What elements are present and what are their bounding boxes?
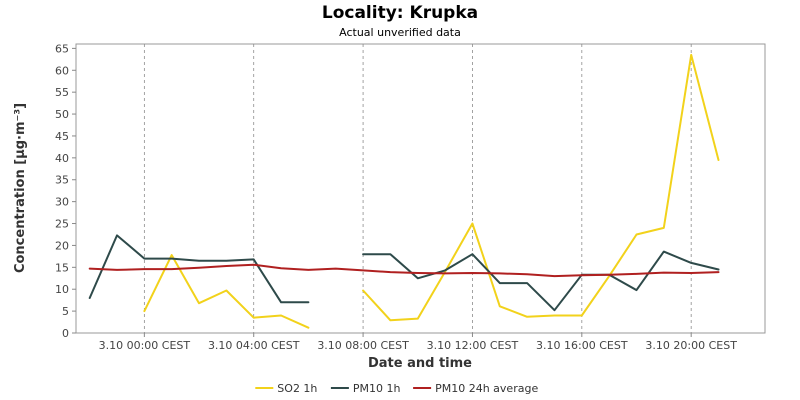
- y-tick-label: 65: [55, 42, 69, 55]
- legend-label: PM10 24h average: [435, 382, 538, 395]
- series-line-pm10-1h: [88, 234, 720, 312]
- x-tick-label: 3.10 12:00 CEST: [427, 339, 519, 352]
- x-tick-label: 3.10 08:00 CEST: [317, 339, 409, 352]
- y-tick-label: 55: [55, 86, 69, 99]
- y-tick-label: 20: [55, 239, 69, 252]
- x-tick-label: 3.10 04:00 CEST: [208, 339, 300, 352]
- x-tick-label: 3.10 16:00 CEST: [536, 339, 628, 352]
- chart-subtitle: Actual unverified data: [339, 26, 461, 39]
- series-line-so2-1h: [143, 53, 720, 329]
- y-tick-label: 35: [55, 174, 69, 187]
- legend-label: SO2 1h: [277, 382, 317, 395]
- x-tick-label: 3.10 20:00 CEST: [645, 339, 737, 352]
- series-line-pm10-24h-average: [88, 263, 720, 278]
- y-tick-label: 30: [55, 196, 69, 209]
- y-tick-label: 15: [55, 261, 69, 274]
- series-layer: [88, 53, 720, 329]
- y-tick-label: 25: [55, 218, 69, 231]
- legend-label: PM10 1h: [353, 382, 401, 395]
- y-tick-label: 60: [55, 64, 69, 77]
- y-tick-label: 50: [55, 108, 69, 121]
- x-axis-label: Date and time: [368, 356, 472, 371]
- plot-area: [75, 43, 766, 334]
- x-axis: 3.10 00:00 CEST 3.10 04:00 CEST 3.10 08:00…: [99, 333, 737, 352]
- legend-item-pm10-24h-average: PM10 24h average: [413, 382, 538, 395]
- y-axis: 0 5 10 15 20 25 30 35 40 45 50 55 60 65: [55, 42, 76, 340]
- legend: SO2 1h PM10 1h PM10 24h average: [255, 382, 538, 395]
- y-tick-label: 40: [55, 152, 69, 165]
- y-tick-label: 10: [55, 283, 69, 296]
- y-tick-label: 0: [62, 327, 69, 340]
- y-tick-label: 5: [62, 305, 69, 318]
- legend-item-so2-1h: SO2 1h: [255, 382, 317, 395]
- y-axis-label: Concentration [µg·m⁻³]: [13, 103, 28, 273]
- y-tick-label: 45: [55, 130, 69, 143]
- grid-layer: [143, 44, 692, 333]
- chart-title: Locality: Krupka: [322, 3, 478, 23]
- legend-item-pm10-1h: PM10 1h: [330, 382, 401, 395]
- x-tick-label: 3.10 00:00 CEST: [99, 339, 191, 352]
